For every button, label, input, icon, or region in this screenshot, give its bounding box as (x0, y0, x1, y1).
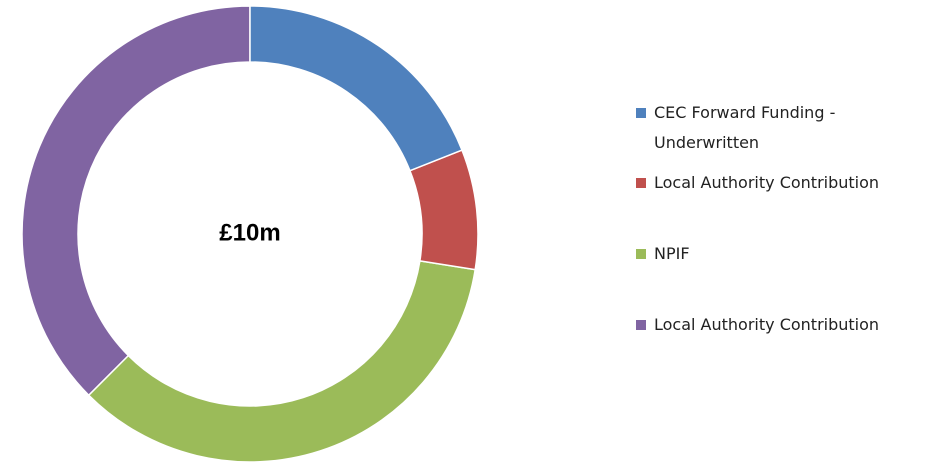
center-label: £10m (219, 219, 280, 246)
legend-item: Local Authority Contribution (636, 310, 936, 340)
legend-item: CEC Forward Funding - Underwritten (636, 98, 936, 158)
legend-item: NPIF (636, 239, 936, 269)
donut-segment (87, 260, 477, 463)
donut-segment (21, 5, 251, 397)
legend-key (636, 178, 646, 188)
donut-segment (249, 5, 463, 172)
donut-segment (408, 149, 479, 271)
legend-item: Local Authority Contribution (636, 168, 936, 198)
legend-key (636, 108, 646, 118)
legend-key (636, 249, 646, 259)
legend-label: NPIF (654, 244, 690, 263)
legend-label: Local Authority Contribution (654, 315, 880, 334)
legend-key (636, 320, 646, 330)
legend-label: CEC Forward Funding - Underwritten (654, 103, 836, 152)
legend-label: Local Authority Contribution (654, 173, 880, 192)
